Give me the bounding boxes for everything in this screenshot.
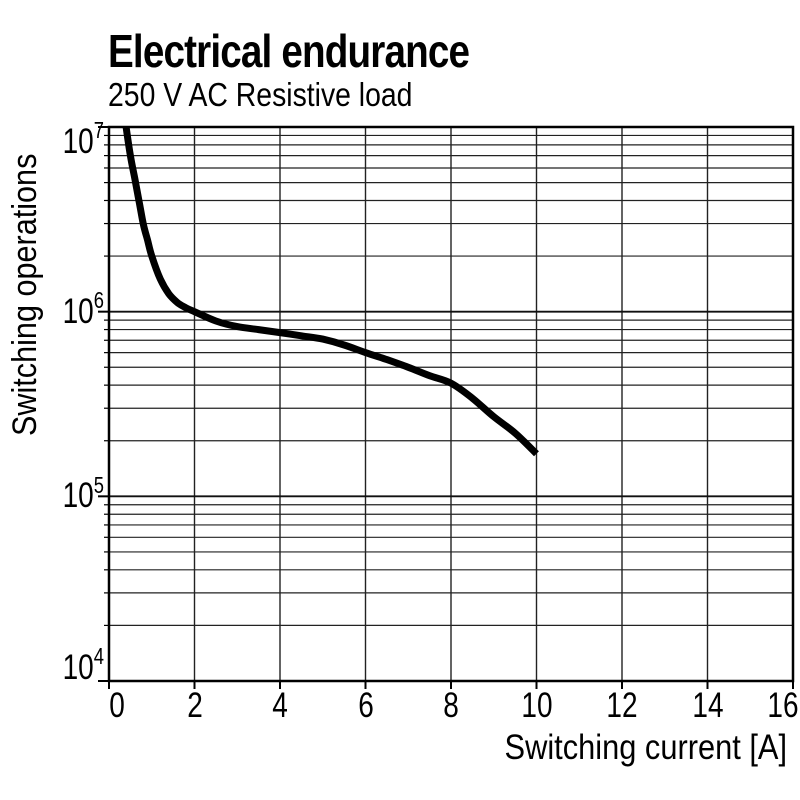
- y-tick-exponent: 6: [93, 287, 104, 313]
- y-tick-exponent: 7: [93, 117, 104, 144]
- chart-title: Electrical endurance: [108, 25, 470, 77]
- y-tick-base: 10: [62, 291, 94, 331]
- y-tick-base: 10: [62, 122, 94, 161]
- y-tick-label: 107: [21, 119, 104, 161]
- chart-subtitle: 250 V AC Resistive load: [108, 76, 413, 113]
- y-tick-base: 10: [62, 476, 94, 516]
- y-tick-exponent: 5: [93, 471, 104, 498]
- x-tick-label: 12: [606, 686, 638, 725]
- x-axis-title: Switching current [A]: [504, 728, 787, 767]
- x-tick-label: 10: [520, 686, 553, 725]
- y-tick-label: 106: [21, 289, 104, 331]
- x-tick-label: 0: [109, 686, 125, 725]
- x-tick-label: 16: [767, 686, 799, 725]
- y-tick-label: 105: [21, 473, 104, 516]
- x-tick-label: 2: [186, 686, 203, 725]
- x-tick-label: 6: [357, 686, 374, 725]
- x-tick-label: 8: [443, 686, 459, 725]
- x-tick-label: 14: [691, 686, 724, 725]
- y-tick-base: 10: [62, 648, 94, 687]
- x-tick-label: 4: [272, 686, 288, 725]
- y-tick-exponent: 4: [93, 643, 104, 670]
- plot-border: [107, 125, 795, 683]
- endurance-curve: [122, 126, 539, 457]
- y-tick-label: 104: [21, 645, 104, 687]
